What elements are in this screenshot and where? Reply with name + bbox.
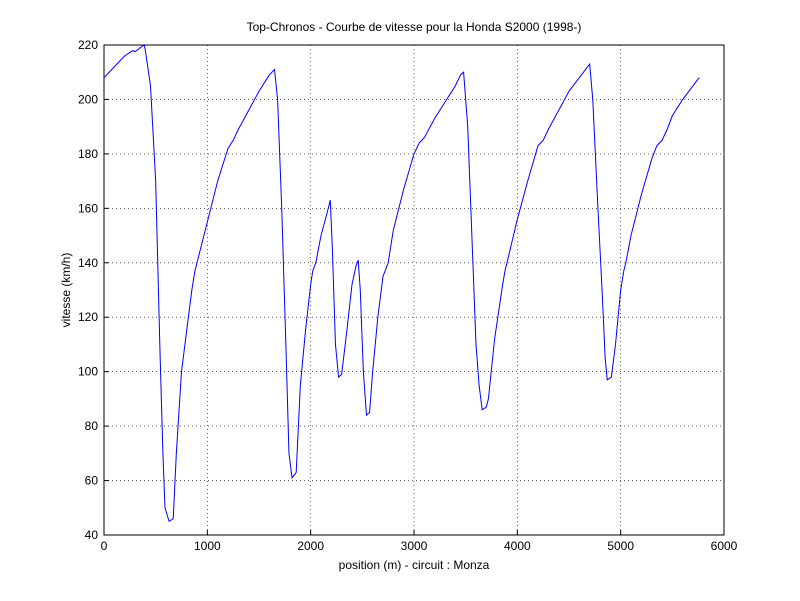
y-tick-label: 60	[85, 474, 99, 488]
y-tick-label: 120	[78, 310, 98, 324]
y-tick-label: 140	[78, 256, 98, 270]
x-tick-label: 2000	[297, 539, 324, 553]
x-tick-label: 3000	[401, 539, 428, 553]
y-tick-label: 160	[78, 201, 98, 215]
x-tick-label: 5000	[607, 539, 634, 553]
y-tick-label: 220	[78, 38, 98, 52]
y-axis-label: vitesse (km/h)	[59, 253, 73, 328]
y-tick-label: 100	[78, 365, 98, 379]
x-tick-label: 4000	[504, 539, 531, 553]
x-tick-label: 6000	[711, 539, 738, 553]
x-tick-label: 0	[101, 539, 108, 553]
y-tick-label: 80	[85, 419, 99, 433]
y-tick-label: 180	[78, 147, 98, 161]
x-tick-label: 1000	[194, 539, 221, 553]
chart-title: Top-Chronos - Courbe de vitesse pour la …	[247, 20, 582, 34]
x-axis-label: position (m) - circuit : Monza	[339, 558, 490, 572]
line-series	[103, 44, 700, 523]
plot-frame	[103, 44, 725, 536]
y-tick-label: 40	[85, 528, 99, 542]
y-tick-label: 200	[78, 92, 98, 106]
